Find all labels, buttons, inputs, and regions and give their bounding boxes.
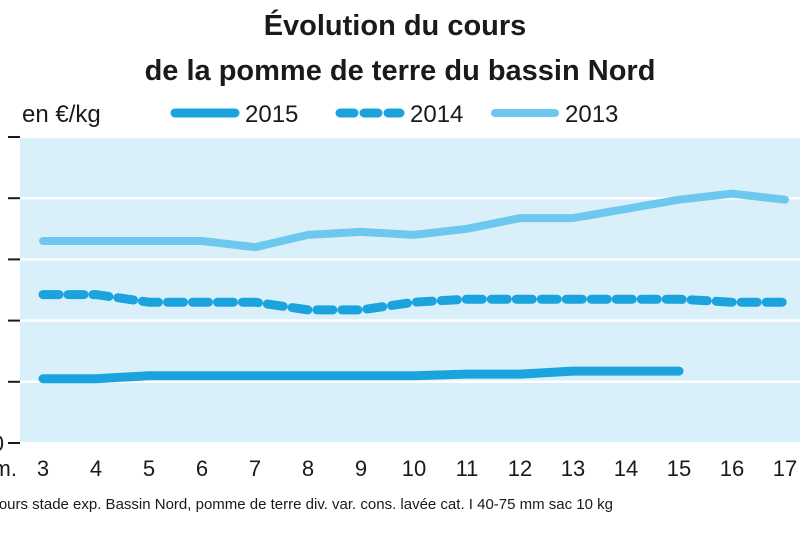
source-note: Cours stade exp. Bassin Nord, pomme de t… bbox=[0, 496, 613, 513]
legend-label-2014: 2014 bbox=[410, 101, 463, 128]
y-tick-label: 0 bbox=[0, 431, 4, 456]
x-tick-label: 3 bbox=[37, 456, 49, 481]
x-tick-label: 13 bbox=[561, 456, 585, 481]
y-axis-ticks: 0 bbox=[0, 136, 20, 456]
x-tick-label: 16 bbox=[720, 456, 744, 481]
x-tick-label: 15 bbox=[667, 456, 691, 481]
series-line-2015 bbox=[38, 366, 684, 384]
plot-background bbox=[20, 137, 800, 443]
x-axis-ticks: Sem. 3 4 5 6 7 8 9 10 11 12 13 14 15 16 17 bbox=[0, 456, 797, 481]
x-tick-label: 8 bbox=[302, 456, 314, 481]
x-tick-label: 17 bbox=[773, 456, 797, 481]
series-line-2014 bbox=[38, 290, 790, 315]
x-tick-label: 6 bbox=[196, 456, 208, 481]
x-tick-label: 11 bbox=[456, 456, 479, 481]
x-tick-label: 12 bbox=[508, 456, 532, 481]
series-layer bbox=[38, 189, 790, 384]
x-tick-label: 4 bbox=[90, 456, 102, 481]
y-axis-unit-label: en €/kg bbox=[22, 101, 101, 128]
x-tick-label: 10 bbox=[402, 456, 426, 481]
x-axis-prefix-label: Sem. bbox=[0, 456, 17, 481]
legend-label-2013: 2013 bbox=[565, 101, 618, 128]
grid-layer bbox=[20, 135, 800, 444]
x-tick-label: 9 bbox=[355, 456, 367, 481]
legend-label-2015: 2015 bbox=[245, 101, 298, 128]
x-tick-label: 7 bbox=[249, 456, 261, 481]
chart-subtitle: de la pomme de terre du bassin Nord bbox=[145, 55, 656, 87]
x-tick-label: 14 bbox=[614, 456, 638, 481]
legend: 2015 2014 2013 bbox=[170, 101, 618, 128]
series-line-2013 bbox=[39, 189, 789, 252]
chart-title: Évolution du cours bbox=[264, 8, 527, 42]
x-tick-label: 5 bbox=[143, 456, 155, 481]
